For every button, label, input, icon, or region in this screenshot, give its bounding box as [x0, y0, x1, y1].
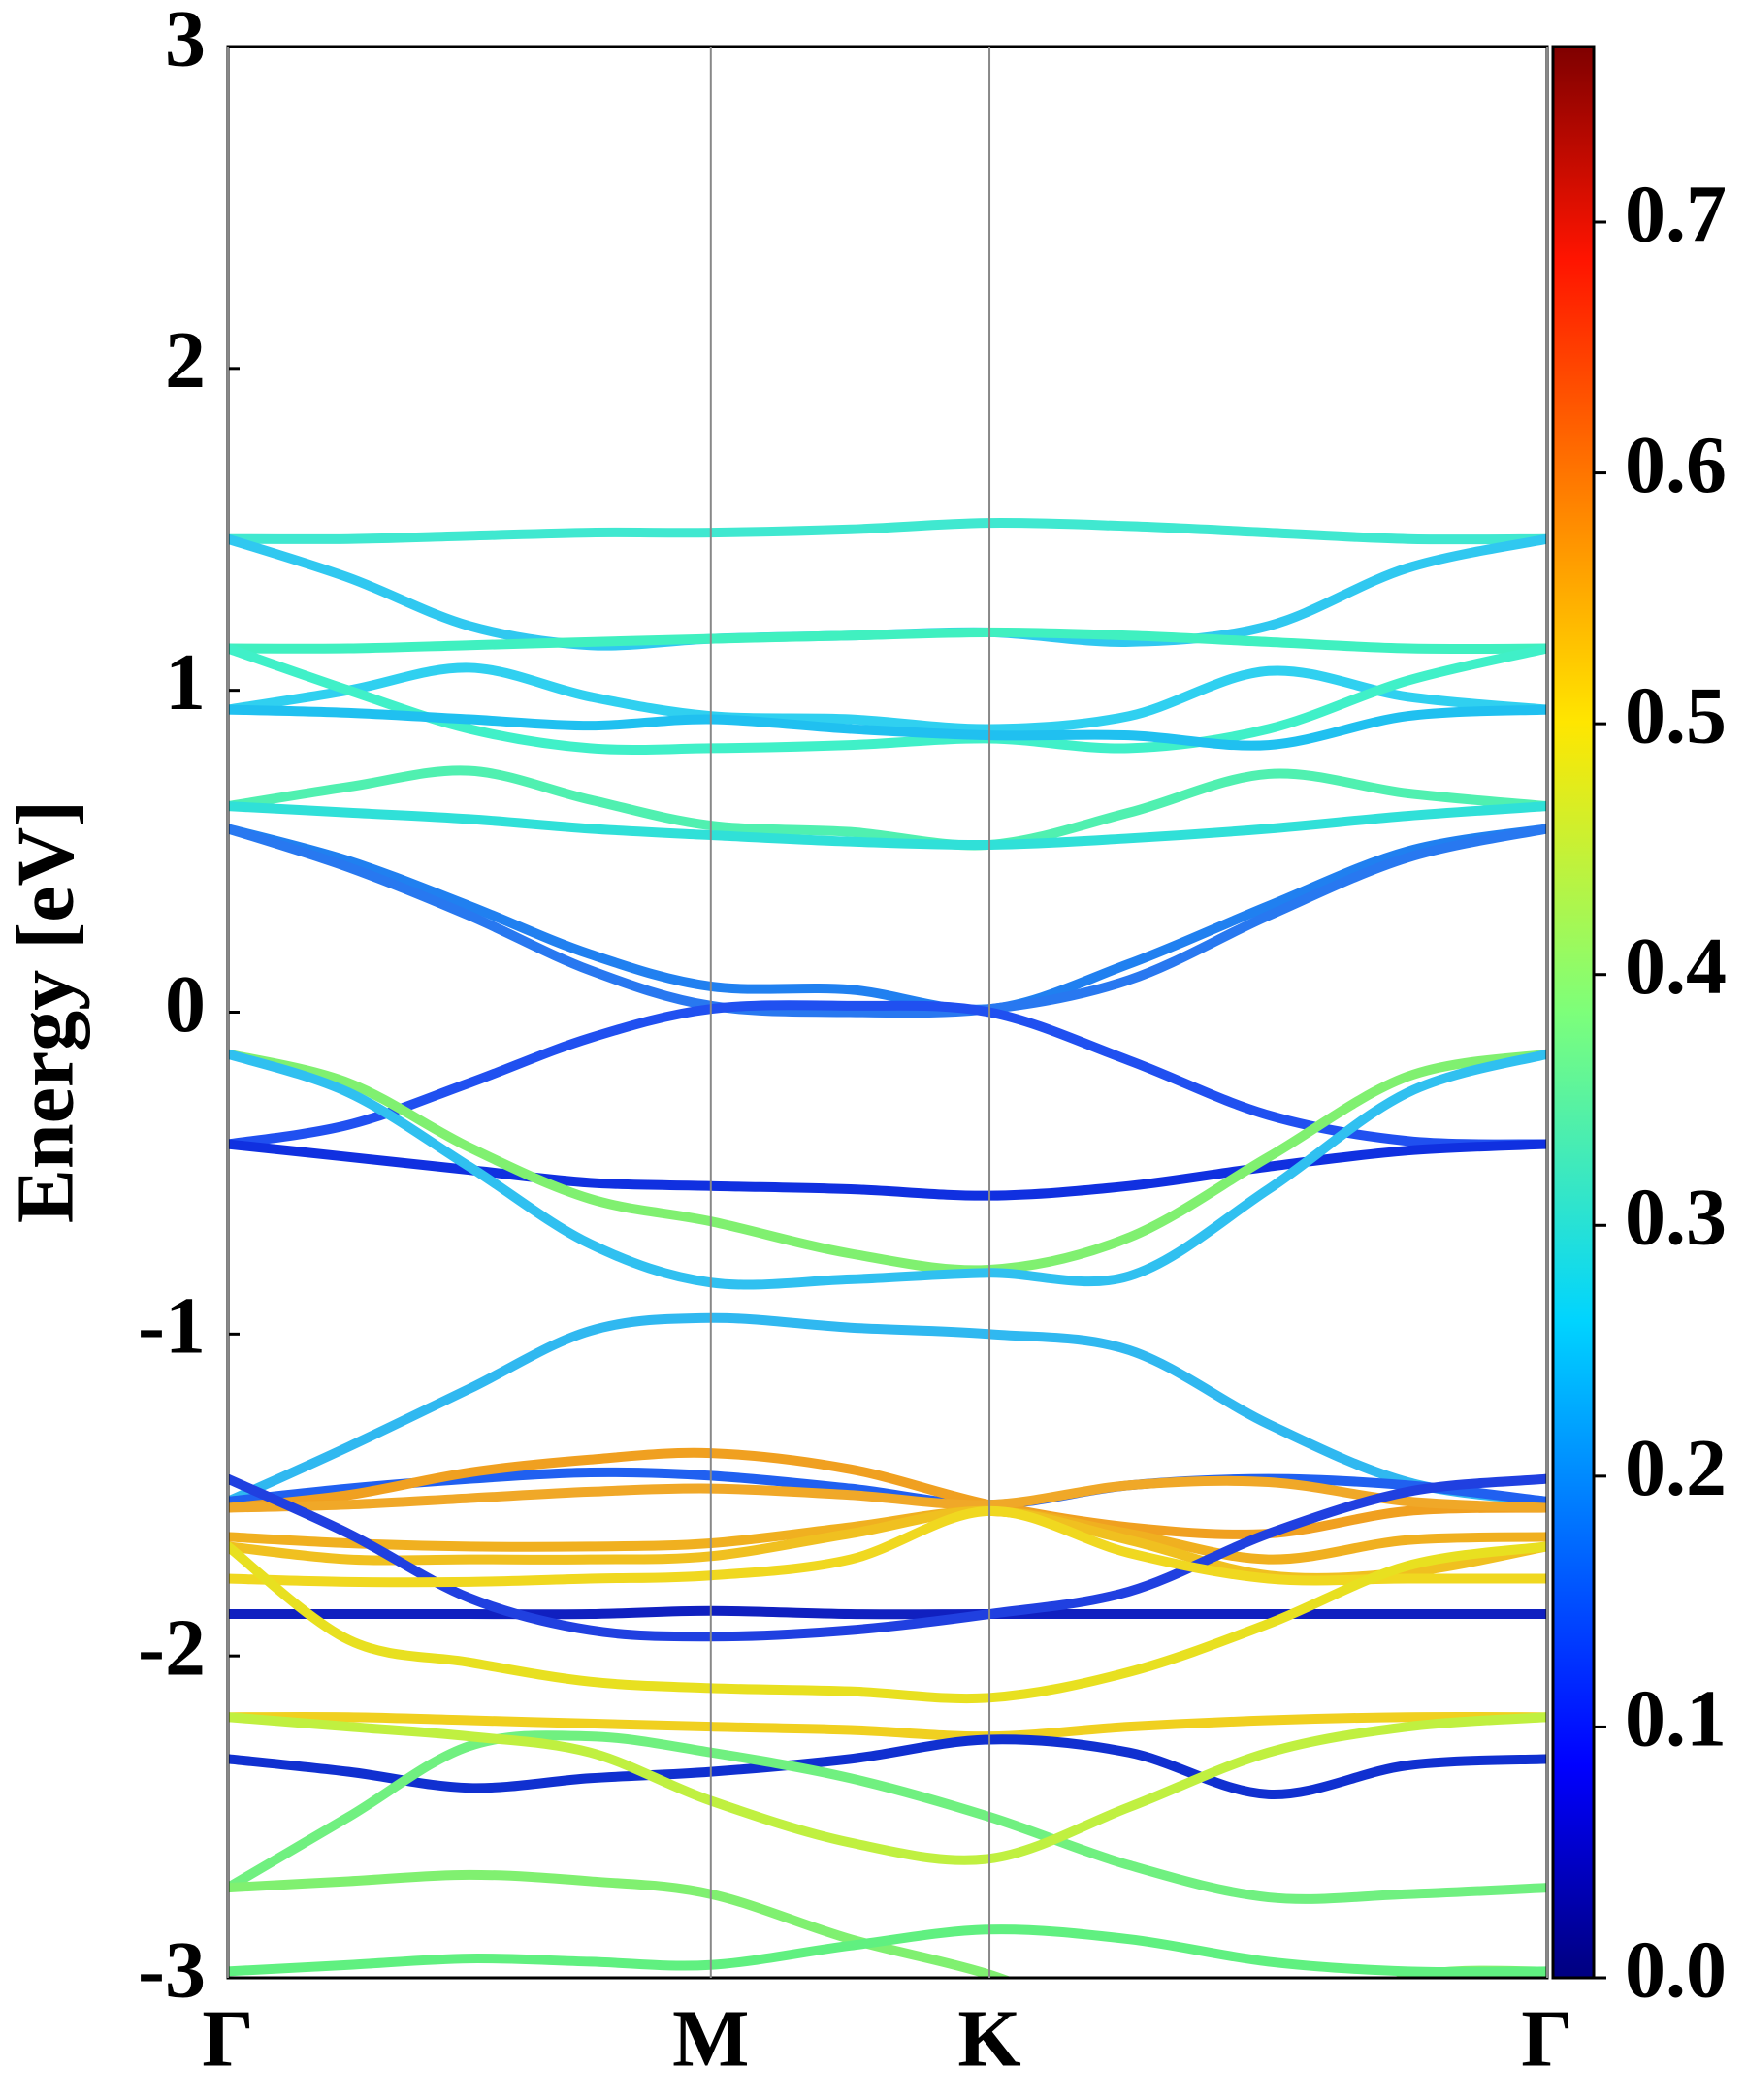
band-line	[228, 1312, 1547, 1506]
band-line	[228, 1712, 1547, 1865]
y-axis-label: Energy [eV]	[0, 800, 90, 1223]
colorbar-tick-label: 0.3	[1625, 1173, 1727, 1263]
band-line	[228, 1541, 1547, 1704]
y-tick-label: 0	[165, 959, 206, 1050]
band-line	[228, 824, 1547, 1018]
x-tick-label: M	[672, 1993, 749, 2084]
band-line	[228, 824, 1547, 1015]
y-tick-label: -2	[138, 1602, 206, 1693]
band-line	[228, 1605, 1547, 1620]
band-line	[228, 1711, 1547, 1742]
band-line	[228, 518, 1547, 545]
band-line	[228, 1505, 1547, 1565]
colorbar-tick-label: 0.2	[1625, 1423, 1727, 1513]
colorbar-tick-label: 0.4	[1625, 921, 1727, 1012]
band-line	[228, 1447, 1547, 1539]
colorbar-tick-label: 0.1	[1625, 1674, 1727, 1764]
band-line	[228, 704, 1547, 751]
band-line	[228, 1730, 1547, 1904]
plot-area	[228, 518, 1547, 1978]
y-tick-label: -1	[138, 1281, 206, 1372]
colorbar-tick-label: 0.0	[1625, 1924, 1727, 2015]
y-tick-label: 1	[165, 637, 206, 727]
band-line	[228, 1049, 1547, 1290]
band-line	[228, 1475, 1547, 1513]
band-line	[228, 1139, 1547, 1201]
band-line	[228, 1924, 1547, 1978]
x-tick-label: Γ	[1521, 1993, 1572, 2084]
colorbar-tick-label: 0.6	[1625, 420, 1727, 510]
x-tick-label: K	[957, 1993, 1020, 2084]
x-tick-label: Γ	[202, 1993, 253, 2084]
band-line	[228, 662, 1547, 734]
y-tick-label: 3	[165, 0, 206, 83]
band-line	[228, 801, 1547, 851]
y-tick-label: 2	[165, 315, 206, 405]
band-line	[228, 533, 1547, 651]
band-line	[228, 1049, 1547, 1276]
band-line	[228, 1734, 1547, 1799]
colorbar-tick-label: 0.5	[1625, 670, 1727, 760]
colorbar	[1551, 45, 1596, 1980]
band-line	[228, 627, 1547, 655]
y-tick-label: -3	[138, 1924, 206, 2015]
colorbar-tick-label: 0.7	[1625, 169, 1727, 259]
band-line	[228, 1505, 1547, 1588]
band-line	[228, 765, 1547, 851]
